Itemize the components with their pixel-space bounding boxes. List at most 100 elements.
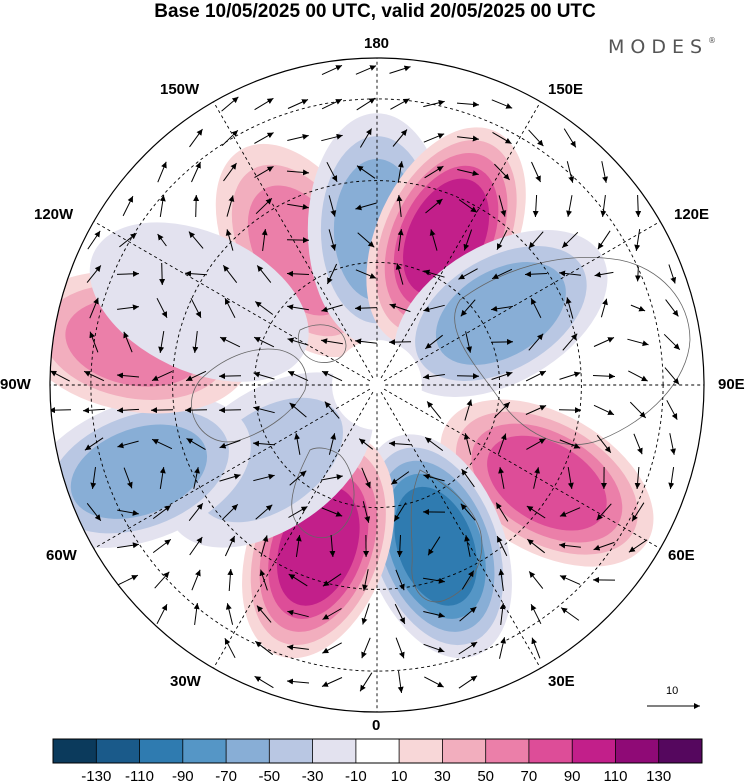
- wind-arrow: [117, 574, 139, 586]
- wind-arrow: [117, 440, 139, 449]
- wind-arrow: [633, 433, 643, 455]
- anomaly-contour: [394, 486, 478, 606]
- wind-arrow: [498, 569, 505, 591]
- wind-arrow: [287, 203, 309, 210]
- colorbar-segment: [442, 739, 487, 763]
- colorbar-tick-label: 130: [646, 768, 671, 783]
- colorbar-segment: [528, 739, 573, 763]
- wind-arrow: [498, 467, 505, 489]
- wind-arrow: [526, 438, 546, 450]
- wind-arrow: [460, 503, 476, 521]
- wind-arrow: [530, 297, 542, 319]
- brand-name: MODES: [608, 36, 709, 58]
- colorbar-tick-label: 30: [434, 768, 451, 783]
- meridian-line: [213, 391, 374, 669]
- wind-arrow: [224, 637, 236, 659]
- wind-arrow: [117, 304, 139, 311]
- wind-arrow: [219, 336, 241, 348]
- wind-arrow: [492, 131, 512, 145]
- meridian-line: [213, 101, 374, 379]
- wind-arrow: [219, 473, 241, 482]
- wind-arrow: [526, 505, 546, 519]
- wind-arrow: [116, 372, 140, 379]
- wind-arrow: [186, 437, 206, 451]
- colorbar-tick-label: -90: [172, 768, 194, 783]
- wind-arrow: [528, 129, 544, 147]
- wind-arrow: [192, 331, 199, 353]
- wind-arrow: [117, 509, 139, 516]
- colorbar-tick-label: 110: [604, 768, 628, 783]
- wind-arrow: [600, 195, 607, 217]
- wind-arrow: [424, 165, 444, 179]
- wind-arrow: [152, 539, 172, 553]
- wind-arrow: [156, 603, 168, 625]
- wind-arrow: [423, 133, 445, 143]
- colorbar-tick-label: 50: [477, 768, 494, 783]
- wind-arrow: [563, 128, 577, 148]
- latitude-circle: [172, 180, 582, 590]
- wind-arrow: [396, 195, 403, 217]
- wind-arrow: [465, 331, 473, 353]
- wind-arrow: [567, 467, 574, 489]
- wind-arrow: [253, 336, 275, 348]
- wind-arrow: [287, 609, 309, 618]
- wind-arrow: [499, 637, 507, 659]
- wind-arrow: [355, 65, 377, 75]
- wind-arrow: [464, 399, 473, 421]
- wind-arrow: [528, 333, 544, 351]
- wind-arrow: [184, 270, 208, 277]
- wind-arrow: [395, 263, 404, 285]
- wind-arrow: [358, 438, 374, 450]
- wind-arrow: [458, 268, 478, 280]
- wind-arrow: [322, 642, 342, 654]
- wind-arrow: [494, 163, 510, 181]
- wind-arrow: [664, 367, 680, 385]
- wind-arrow: [83, 370, 105, 382]
- wind-arrow: [458, 675, 478, 689]
- wind-arrow: [495, 502, 509, 522]
- wind-arrow: [559, 575, 581, 585]
- wind-arrow: [666, 400, 678, 420]
- lon-label-120e: 120E: [674, 206, 710, 223]
- wind-arrow: [562, 333, 578, 351]
- wind-arrow: [493, 401, 511, 419]
- wind-arrow: [84, 437, 104, 451]
- colorbar-tick-label: -10: [345, 768, 367, 783]
- wind-arrow: [116, 407, 140, 414]
- wind-arrow: [396, 534, 403, 558]
- wind-arrow: [321, 474, 343, 481]
- wind-arrow: [425, 198, 443, 214]
- wind-arrow: [355, 338, 377, 345]
- wind-arrow: [561, 231, 579, 249]
- wind-arrow: [423, 269, 445, 278]
- wind-arrow: [287, 304, 309, 311]
- wind-arrow: [357, 232, 375, 248]
- wind-arrow: [389, 65, 411, 74]
- colorbar-tick-label: -130: [81, 768, 111, 783]
- wind-arrow: [423, 373, 445, 380]
- wind-arrow: [394, 603, 406, 625]
- wind-arrow: [355, 269, 377, 279]
- lon-label-120w: 120W: [34, 206, 74, 223]
- wind-arrow: [288, 506, 308, 518]
- wind-arrow: [525, 370, 547, 382]
- meridian-line: [93, 221, 371, 382]
- wind-arrow: [354, 305, 378, 312]
- wind-arrow: [287, 337, 309, 346]
- colorbar-segment: [615, 739, 660, 763]
- wind-arrow: [287, 644, 309, 651]
- greenland-outline: [291, 447, 355, 539]
- wind-arrow: [188, 231, 204, 249]
- wind-arrow: [256, 265, 272, 283]
- wind-arrow: [458, 199, 478, 213]
- wind-arrow: [321, 98, 343, 110]
- wind-arrow: [294, 433, 301, 455]
- wind-arrow: [255, 197, 273, 215]
- wind-arrow: [491, 371, 513, 380]
- wind-arrow: [457, 169, 479, 177]
- wind-arrow: [559, 439, 581, 449]
- wind-arrow: [322, 608, 342, 620]
- wind-arrow: [559, 270, 581, 277]
- lon-label-60e: 60E: [668, 547, 695, 564]
